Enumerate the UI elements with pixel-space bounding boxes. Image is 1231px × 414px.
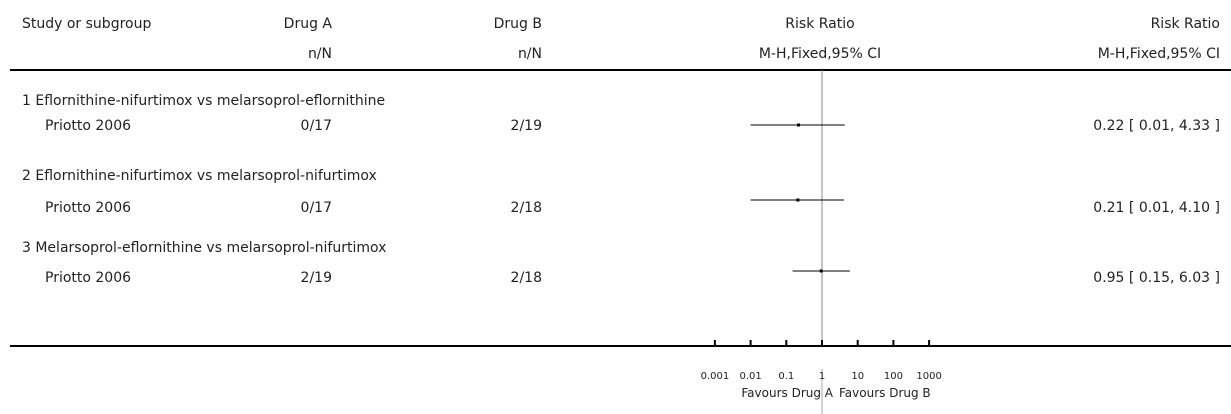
study-name: Priotto 2006	[45, 200, 132, 216]
study-drug-b: 2/18	[510, 200, 542, 216]
study-drug-a: 2/19	[300, 270, 332, 286]
header-risk-ratio-text-sub: M-H,Fixed,95% CI	[1097, 46, 1220, 62]
study-drug-a: 0/17	[300, 200, 332, 216]
comparison-label: 3 Melarsoprol-eflornithine vs melarsopro…	[22, 240, 387, 256]
header-drug-a-sub: n/N	[307, 46, 332, 62]
study-name: Priotto 2006	[45, 118, 132, 134]
tick-label: 1000	[916, 371, 941, 382]
study-ci-text: 0.21 [ 0.01, 4.10 ]	[1093, 200, 1220, 216]
point-estimate	[796, 198, 800, 202]
point-estimate	[819, 269, 823, 273]
comparison-label: 1 Eflornithine-nifurtimox vs melarsoprol…	[22, 93, 386, 109]
header-drug-a: Drug A	[283, 16, 332, 32]
header-drug-b: Drug B	[493, 16, 542, 32]
tick-label: 0.1	[778, 371, 794, 382]
study-drug-b: 2/18	[510, 270, 542, 286]
study-name: Priotto 2006	[45, 270, 132, 286]
header-study: Study or subgroup	[22, 16, 152, 32]
header-drug-b-sub: n/N	[517, 46, 542, 62]
favours-drug-a-label: Favours Drug A	[741, 386, 833, 400]
header-rule	[10, 69, 1231, 71]
axis-rule	[10, 345, 1231, 347]
header-risk-ratio-plot-sub: M-H,Fixed,95% CI	[758, 46, 882, 62]
study-ci-text: 0.22 [ 0.01, 4.33 ]	[1093, 118, 1220, 134]
study-drug-a: 0/17	[300, 118, 332, 134]
tick-label: 1	[819, 371, 825, 382]
header-risk-ratio-plot: Risk Ratio	[785, 16, 855, 32]
header-risk-ratio-text: Risk Ratio	[1150, 16, 1220, 32]
tick-label: 100	[884, 371, 903, 382]
favours-drug-b-label: Favours Drug B	[839, 386, 931, 400]
tick-label: 0.001	[701, 371, 730, 382]
tick-label: 0.01	[739, 371, 761, 382]
tick-label: 10	[851, 371, 864, 382]
comparison-label: 2 Eflornithine-nifurtimox vs melarsoprol…	[22, 168, 377, 184]
point-estimate	[797, 123, 801, 127]
study-ci-text: 0.95 [ 0.15, 6.03 ]	[1093, 270, 1220, 286]
study-drug-b: 2/19	[510, 118, 542, 134]
